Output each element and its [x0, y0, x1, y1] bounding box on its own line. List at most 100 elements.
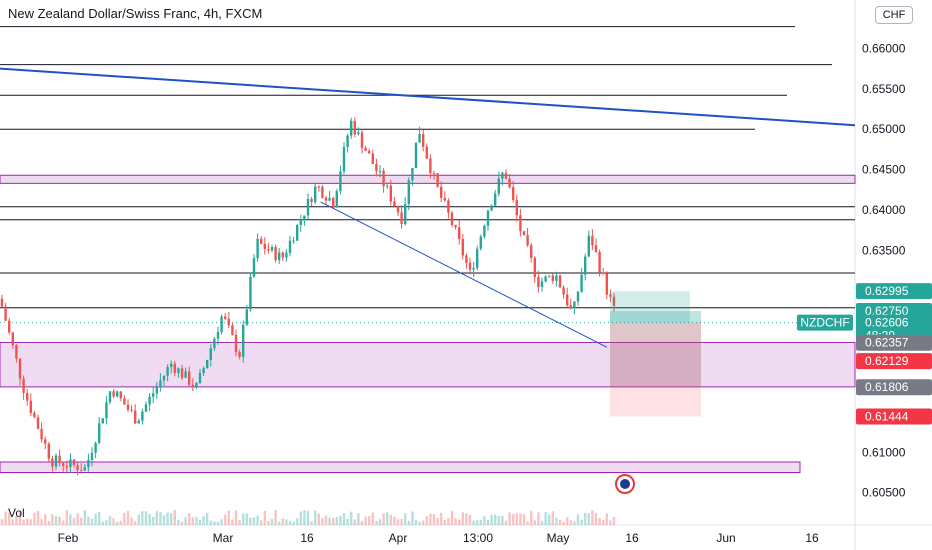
volume-bar [332, 518, 335, 525]
volume-bar [155, 511, 158, 525]
volume-bar [76, 513, 79, 525]
volume-bar [303, 510, 306, 525]
candle-body [152, 393, 155, 397]
x-tick-label: Feb [58, 531, 79, 545]
volume-bar [213, 521, 216, 525]
volume-bar [587, 513, 590, 525]
volume-bar [573, 521, 576, 525]
volume-bar [339, 515, 342, 525]
candle-body [555, 275, 558, 281]
volume-bar [270, 519, 274, 525]
candle-body [87, 459, 90, 468]
target-zone [610, 291, 690, 323]
volume-bar [479, 520, 482, 525]
candle-body [321, 186, 324, 198]
candle-body [173, 363, 176, 373]
candle-body [339, 171, 342, 192]
candle-body [270, 247, 274, 251]
volume-bar [314, 510, 317, 525]
candle-body [209, 348, 212, 360]
price-tag [856, 408, 932, 425]
volume-bar [468, 514, 472, 525]
candle-body [612, 296, 616, 306]
volume-bar [94, 513, 97, 525]
volume-bar [238, 520, 241, 525]
volume-bar [512, 514, 515, 525]
candle-body [278, 252, 281, 261]
price-tag-value: 0.62995 [865, 284, 909, 298]
candle-body [29, 400, 32, 414]
zone-rect [0, 341, 856, 388]
volume-bar [209, 520, 212, 525]
volume-bar [404, 513, 407, 525]
candle-body [126, 404, 130, 410]
volume-bar [101, 521, 104, 525]
candle-body [386, 185, 389, 187]
candle-body [314, 186, 317, 203]
volume-bar [191, 517, 194, 525]
candle-body [371, 153, 374, 164]
candle-body [220, 316, 223, 333]
volume-bar [4, 511, 7, 525]
candle-body [288, 240, 292, 253]
volume-bar [242, 513, 245, 525]
volume-bar [364, 516, 367, 525]
volume-label: Vol [8, 506, 25, 520]
candle-body [296, 224, 299, 241]
candle-body [569, 305, 572, 309]
candle-body [609, 294, 612, 297]
volume-bar [108, 516, 112, 525]
candle-body [281, 252, 284, 258]
candle-body [105, 402, 108, 419]
price-tag [856, 334, 932, 351]
new-zealand-flag-icon[interactable] [615, 474, 635, 494]
candle-body [508, 178, 511, 188]
candle-body [573, 301, 576, 309]
candle-body [40, 428, 43, 440]
volume-bar [36, 510, 40, 525]
volume-bar [317, 513, 320, 525]
volume-bar [526, 521, 529, 525]
candle-body [303, 215, 306, 220]
candle-body [274, 247, 277, 261]
volume-bar [72, 517, 76, 525]
volume-bar [375, 520, 378, 525]
candle-body [130, 409, 133, 411]
candle-body [141, 411, 144, 421]
volume-bar [609, 520, 612, 525]
volume-bar [429, 513, 432, 525]
candle-body [26, 392, 29, 401]
volume-bar [98, 512, 101, 525]
candle-body [436, 173, 439, 187]
candle-body [4, 306, 7, 321]
volume-bar [353, 519, 356, 525]
candle-body [411, 167, 414, 181]
candle-body [123, 398, 126, 405]
candle-body [454, 224, 457, 228]
candle-body [551, 275, 554, 281]
x-tick-label: 13:00 [463, 531, 493, 545]
candle-body [15, 345, 18, 359]
volume-bar [310, 521, 313, 525]
volume-bar [522, 514, 526, 525]
volume-bar [90, 518, 94, 525]
candle-body [562, 287, 565, 295]
volume-bar [44, 514, 47, 525]
y-tick-label: 0.66000 [862, 41, 906, 55]
volume-bar [494, 514, 497, 525]
volume-bar [324, 515, 328, 525]
candle-body [393, 201, 396, 207]
candle-body [170, 363, 173, 368]
y-tick-label: 0.60500 [862, 486, 906, 500]
volume-bar [548, 514, 551, 525]
volume-bar [234, 510, 238, 525]
volume-bar [515, 513, 518, 525]
volume-bar [566, 517, 569, 525]
volume-bar [65, 510, 68, 525]
currency-badge[interactable]: CHF [875, 6, 913, 24]
x-tick-label: Jun [716, 531, 735, 545]
volume-bar [407, 520, 410, 525]
volume-bar [15, 516, 18, 525]
candle-body [260, 238, 263, 244]
